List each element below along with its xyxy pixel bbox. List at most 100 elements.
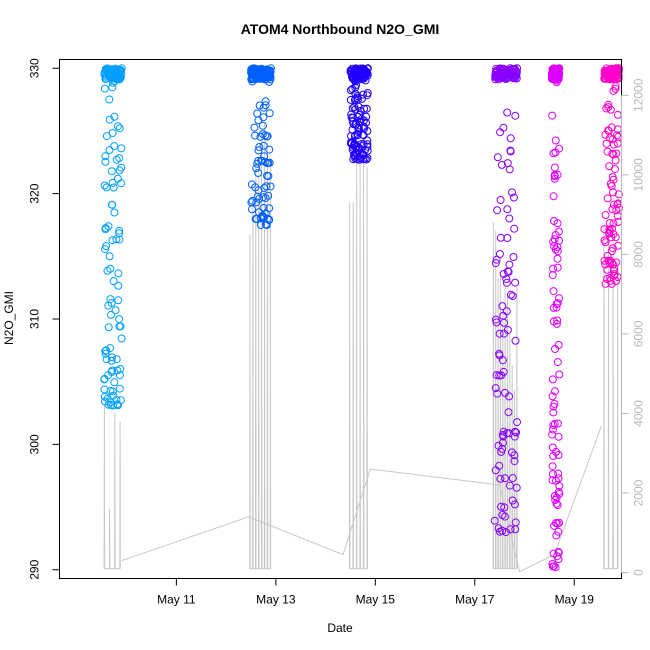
data-point	[111, 306, 120, 315]
data-point	[105, 95, 114, 104]
data-point	[505, 214, 514, 223]
data-point	[505, 392, 514, 401]
data-point	[266, 182, 275, 191]
data-point	[498, 302, 507, 311]
x-tick-label: May 13	[256, 593, 296, 607]
data-point	[254, 146, 263, 155]
data-point	[263, 171, 271, 180]
data-point	[553, 170, 562, 179]
data-point	[495, 250, 504, 258]
data-point	[359, 151, 368, 160]
data-point	[250, 123, 259, 132]
data-point	[609, 266, 618, 275]
y2-tick-label: 12000	[632, 78, 646, 112]
data-point	[553, 419, 562, 428]
data-point	[117, 334, 126, 343]
data-point	[614, 190, 623, 199]
series-5	[547, 64, 564, 572]
data-point	[552, 499, 561, 508]
data-point	[497, 69, 505, 78]
data-point	[497, 502, 506, 511]
x-tick-label: May 19	[555, 593, 595, 607]
data-point	[248, 205, 256, 214]
data-point	[265, 204, 274, 213]
data-point-min	[551, 563, 560, 572]
data-point	[549, 317, 558, 326]
data-point	[508, 188, 516, 197]
series-3	[346, 64, 372, 164]
data-point	[548, 470, 557, 479]
data-point	[548, 392, 557, 401]
data-point	[600, 236, 609, 245]
data-point	[549, 421, 558, 430]
data-point	[491, 384, 500, 393]
data-point	[496, 474, 505, 483]
data-point	[116, 66, 125, 75]
data-point	[353, 93, 362, 102]
data-point	[347, 110, 356, 119]
data-point	[107, 356, 116, 365]
data-point	[511, 525, 520, 534]
data-point	[553, 247, 562, 256]
data-point-max	[615, 64, 623, 73]
data-point	[499, 427, 508, 436]
data-point	[106, 386, 115, 395]
data-point	[506, 525, 515, 534]
data-point	[550, 217, 558, 225]
data-point	[105, 146, 114, 154]
data-point	[110, 378, 119, 387]
data-point	[105, 252, 114, 261]
data-point	[112, 155, 121, 164]
data-point	[553, 263, 562, 272]
data-point	[102, 355, 111, 364]
data-point	[501, 75, 510, 83]
data-point	[259, 113, 268, 122]
data-point	[548, 111, 557, 120]
data-point	[102, 242, 111, 251]
data-point	[358, 130, 367, 139]
data-point	[601, 238, 610, 247]
data-point	[363, 91, 372, 100]
data-point	[553, 519, 562, 528]
data-point	[513, 418, 521, 427]
data-point	[349, 69, 358, 78]
data-point	[114, 269, 123, 278]
data-point	[551, 387, 559, 396]
data-point	[551, 148, 560, 157]
data-point	[362, 118, 370, 127]
data-point	[258, 121, 267, 130]
data-point	[551, 245, 560, 254]
data-point	[554, 469, 563, 478]
data-point	[510, 457, 519, 466]
data-point	[510, 451, 519, 460]
data-point-max	[266, 64, 275, 73]
data-point	[605, 227, 614, 235]
data-point	[260, 69, 269, 78]
data-point	[550, 163, 559, 172]
data-point	[265, 109, 274, 118]
data-point	[115, 229, 124, 238]
data-point	[510, 432, 519, 441]
data-point	[100, 375, 109, 384]
y2-tick-label: 0	[632, 569, 646, 576]
data-point	[502, 278, 511, 287]
data-point	[112, 75, 121, 83]
data-point	[611, 84, 620, 93]
data-point	[110, 70, 119, 79]
data-point	[263, 214, 272, 223]
altitude-profile-6	[603, 226, 619, 570]
data-point	[262, 73, 270, 81]
data-point	[493, 206, 502, 215]
altitude-profile-2	[249, 123, 272, 570]
data-point	[552, 447, 560, 456]
data-point	[549, 451, 558, 460]
data-point	[606, 256, 615, 265]
data-point	[255, 101, 264, 110]
data-point	[554, 432, 563, 441]
data-point	[511, 111, 520, 120]
data-point	[117, 163, 126, 172]
data-point	[509, 193, 518, 202]
data-point	[363, 140, 372, 149]
data-point	[113, 400, 122, 409]
